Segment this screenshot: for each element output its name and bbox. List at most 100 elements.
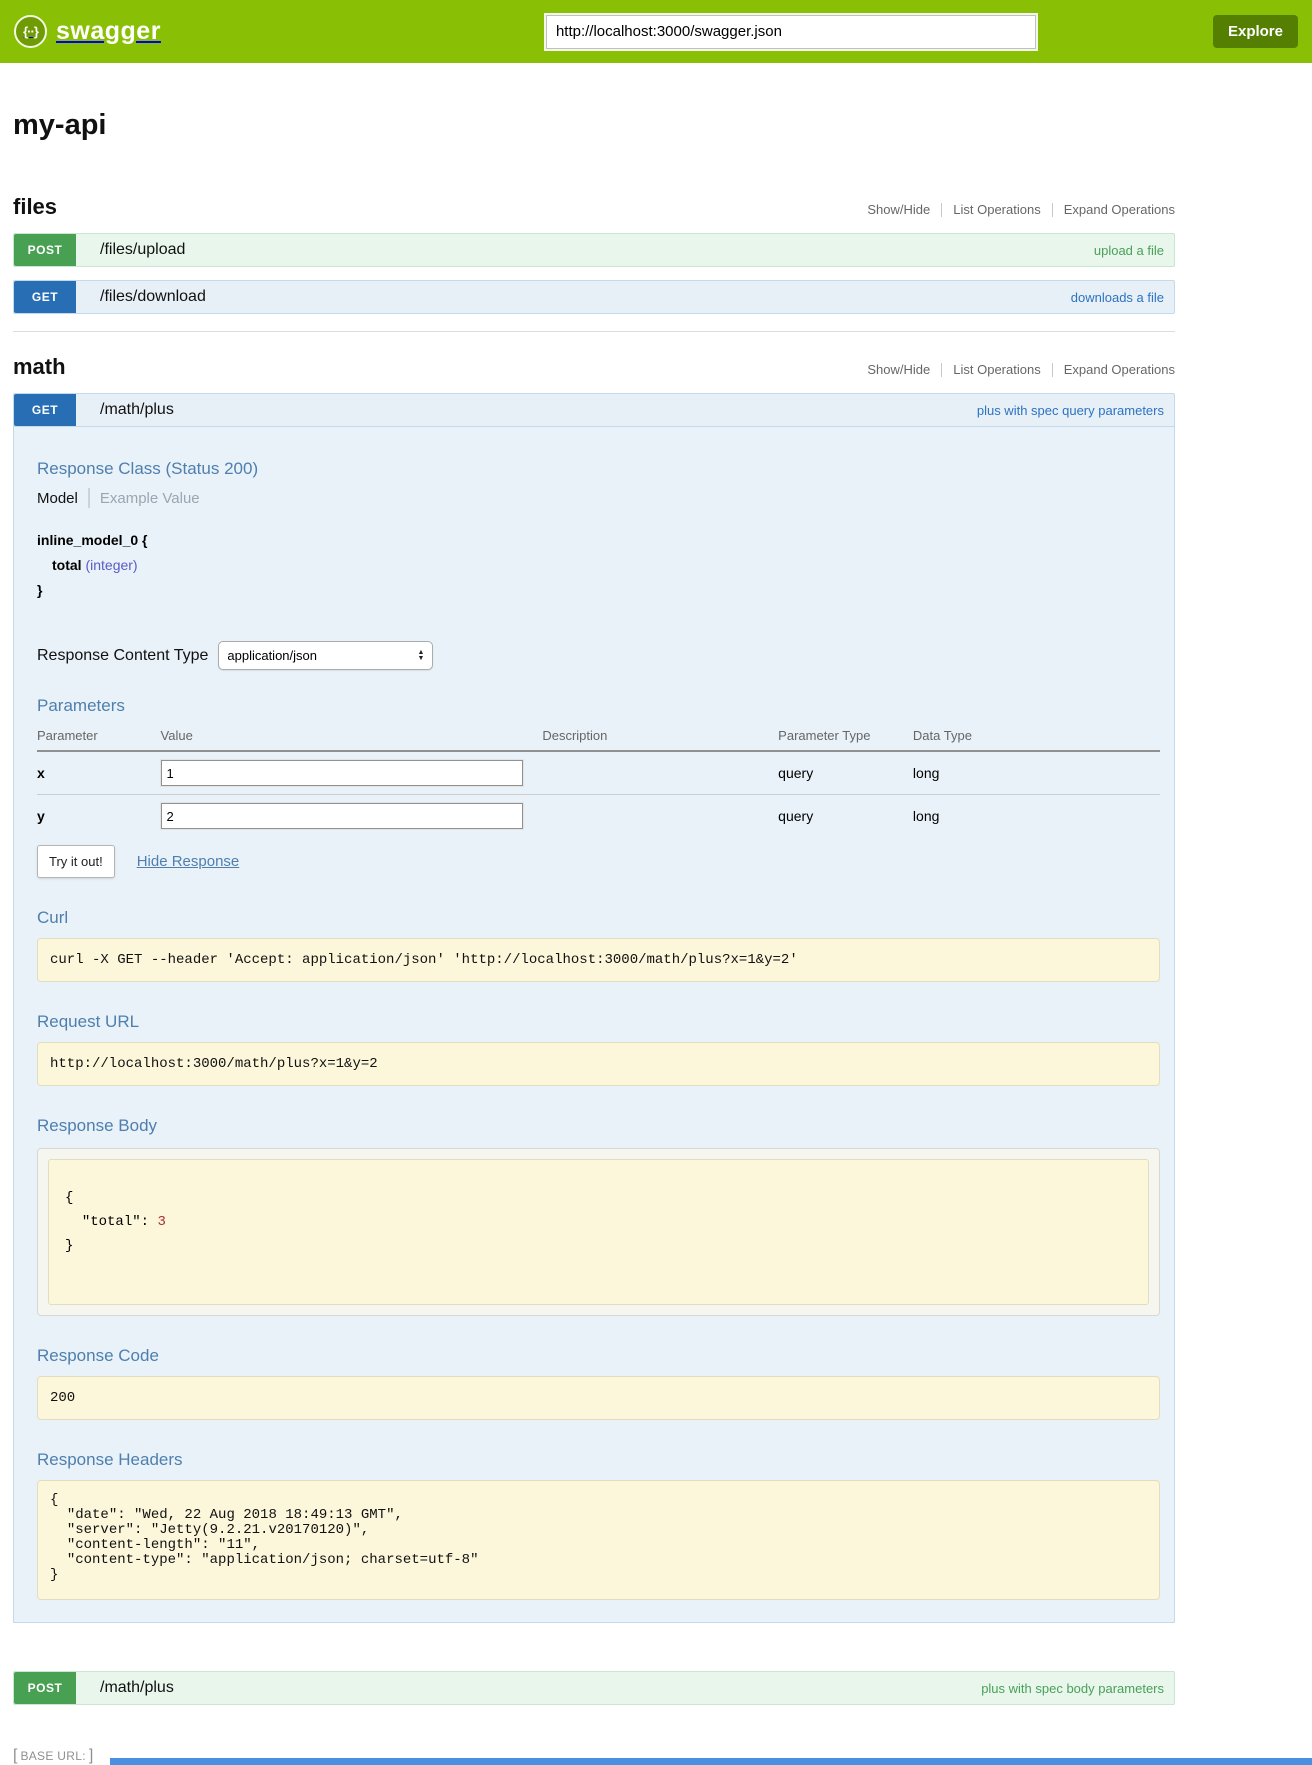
- swagger-logo[interactable]: {··} swagger: [14, 15, 161, 48]
- files-section-title: files: [13, 194, 58, 219]
- tab-example-value[interactable]: Example Value: [99, 489, 200, 507]
- json-key: "total":: [81, 1214, 158, 1230]
- curly-braces-icon: {··}: [14, 15, 47, 48]
- json-close-brace: }: [65, 1238, 74, 1254]
- param-data-type: long: [912, 794, 1160, 837]
- endpoint-summary-link[interactable]: plus with spec body parameters: [981, 1680, 1164, 1696]
- request-url-heading: Request URL: [37, 1012, 140, 1031]
- endpoint-path[interactable]: /math/plus: [100, 1679, 174, 1696]
- endpoint-path[interactable]: /files/download: [100, 288, 206, 305]
- response-content-type-label: Response Content Type: [37, 646, 209, 664]
- list-operations-link[interactable]: List Operations: [953, 362, 1041, 377]
- parameters-table-header: Parameter Value Description Parameter Ty…: [37, 724, 1160, 752]
- response-body-json: { "total": 3 }: [48, 1159, 1149, 1305]
- math-section-controls: Show/Hide List Operations Expand Operati…: [856, 362, 1175, 377]
- column-header-description: Description: [542, 724, 779, 752]
- model-property: total (integer): [37, 553, 1160, 578]
- try-it-out-button[interactable]: Try it out!: [37, 845, 115, 878]
- model-signature: inline_model_0 { total (integer) }: [37, 528, 1160, 603]
- param-description: [542, 751, 778, 795]
- param-x-value-input[interactable]: [159, 759, 524, 787]
- response-code-heading: Response Code: [37, 1346, 159, 1365]
- bracket-open: [: [13, 1747, 18, 1764]
- response-headers-block: { "date": "Wed, 22 Aug 2018 18:49:13 GMT…: [37, 1480, 1160, 1600]
- math-section-title: math: [13, 354, 66, 379]
- explore-button[interactable]: Explore: [1212, 15, 1298, 48]
- endpoint-row-math-plus-post[interactable]: POST /math/plus plus with spec body para…: [13, 1671, 1175, 1705]
- response-body-container: { "total": 3 }: [37, 1148, 1160, 1316]
- expand-operations-link[interactable]: Expand Operations: [1063, 362, 1175, 377]
- param-y-value-input[interactable]: [159, 802, 524, 830]
- header-bar: {··} swagger Explore: [0, 0, 1312, 63]
- hide-response-link[interactable]: Hide Response: [136, 853, 240, 870]
- chevron-up-down-icon: ▲ ▼: [417, 648, 425, 662]
- model-close-brace: }: [37, 582, 43, 598]
- param-name: x: [37, 765, 45, 781]
- model-tabs: Model Example Value: [37, 488, 1160, 508]
- selected-content-type: application/json: [227, 648, 317, 663]
- divider: [941, 362, 943, 377]
- section-divider: [13, 331, 1175, 332]
- json-open-brace: {: [65, 1190, 74, 1206]
- endpoint-row-files-download[interactable]: GET /files/download downloads a file: [13, 280, 1175, 314]
- post-method-badge: POST: [14, 1672, 76, 1704]
- expand-operations-link[interactable]: Expand Operations: [1063, 202, 1175, 217]
- get-method-badge: GET: [14, 281, 76, 313]
- page-title: my-api: [13, 109, 107, 141]
- endpoint-row-math-plus-get[interactable]: GET /math/plus plus with spec query para…: [13, 393, 1175, 427]
- response-class-heading: Response Class (Status 200): [37, 459, 259, 478]
- model-name: inline_model_0 {: [37, 532, 148, 548]
- divider: [87, 488, 90, 508]
- endpoint-summary-link[interactable]: upload a file: [1093, 242, 1164, 258]
- response-content-type-row: Response Content Type application/json ▲…: [37, 641, 1160, 670]
- endpoint-path[interactable]: /math/plus: [100, 401, 174, 418]
- param-type: query: [778, 765, 814, 781]
- parameters-heading: Parameters: [37, 696, 125, 715]
- spec-url-input[interactable]: [543, 12, 1038, 51]
- table-row-x: x query long: [37, 751, 1160, 795]
- divider: [941, 202, 943, 217]
- parameters-table: Parameter Value Description Parameter Ty…: [37, 724, 1160, 837]
- param-name: y: [37, 794, 161, 837]
- bottom-blue-strip: [110, 1758, 1312, 1765]
- files-section-header: files Show/Hide List Operations Expand O…: [13, 194, 1175, 220]
- base-url-label: BASE URL:: [20, 1749, 86, 1763]
- param-description: [542, 794, 779, 837]
- param-type: query: [778, 794, 913, 837]
- column-header-parameter-type: Parameter Type: [778, 724, 913, 752]
- column-header-parameter: Parameter: [37, 724, 161, 752]
- endpoint-summary-link[interactable]: plus with spec query parameters: [976, 402, 1164, 418]
- divider: [1051, 202, 1053, 217]
- table-row-y: y query long: [37, 794, 1160, 837]
- response-body-heading: Response Body: [37, 1116, 158, 1135]
- get-method-badge: GET: [14, 394, 76, 426]
- endpoint-path[interactable]: /files/upload: [100, 241, 186, 258]
- tab-model[interactable]: Model: [37, 489, 78, 507]
- files-section-controls: Show/Hide List Operations Expand Operati…: [856, 202, 1175, 217]
- column-header-value: Value: [160, 724, 543, 752]
- param-data-type: long: [912, 765, 940, 781]
- logo-text: swagger: [56, 17, 161, 45]
- response-code-block: 200: [37, 1376, 1160, 1420]
- content-wrap: my-api files Show/Hide List Operations E…: [13, 109, 1175, 1765]
- divider: [1051, 362, 1053, 377]
- property-name: total: [52, 557, 82, 573]
- post-method-badge: POST: [14, 234, 76, 266]
- property-type: (integer): [85, 557, 138, 573]
- operation-panel: Response Class (Status 200) Model Exampl…: [13, 427, 1175, 1623]
- show-hide-link[interactable]: Show/Hide: [867, 202, 931, 217]
- curl-heading: Curl: [37, 908, 69, 927]
- json-value: 3: [157, 1214, 166, 1230]
- show-hide-link[interactable]: Show/Hide: [867, 362, 931, 377]
- endpoint-row-files-upload[interactable]: POST /files/upload upload a file: [13, 233, 1175, 267]
- column-header-data-type: Data Type: [912, 724, 1160, 752]
- response-content-type-select[interactable]: application/json ▲ ▼: [218, 641, 434, 670]
- list-operations-link[interactable]: List Operations: [953, 202, 1041, 217]
- endpoint-summary-link[interactable]: downloads a file: [1070, 289, 1164, 305]
- try-row: Try it out! Hide Response: [37, 845, 1160, 878]
- curl-command-block: curl -X GET --header 'Accept: applicatio…: [37, 938, 1160, 982]
- response-headers-heading: Response Headers: [37, 1450, 183, 1469]
- request-url-block: http://localhost:3000/math/plus?x=1&y=2: [37, 1042, 1160, 1086]
- bracket-close: ]: [88, 1747, 94, 1764]
